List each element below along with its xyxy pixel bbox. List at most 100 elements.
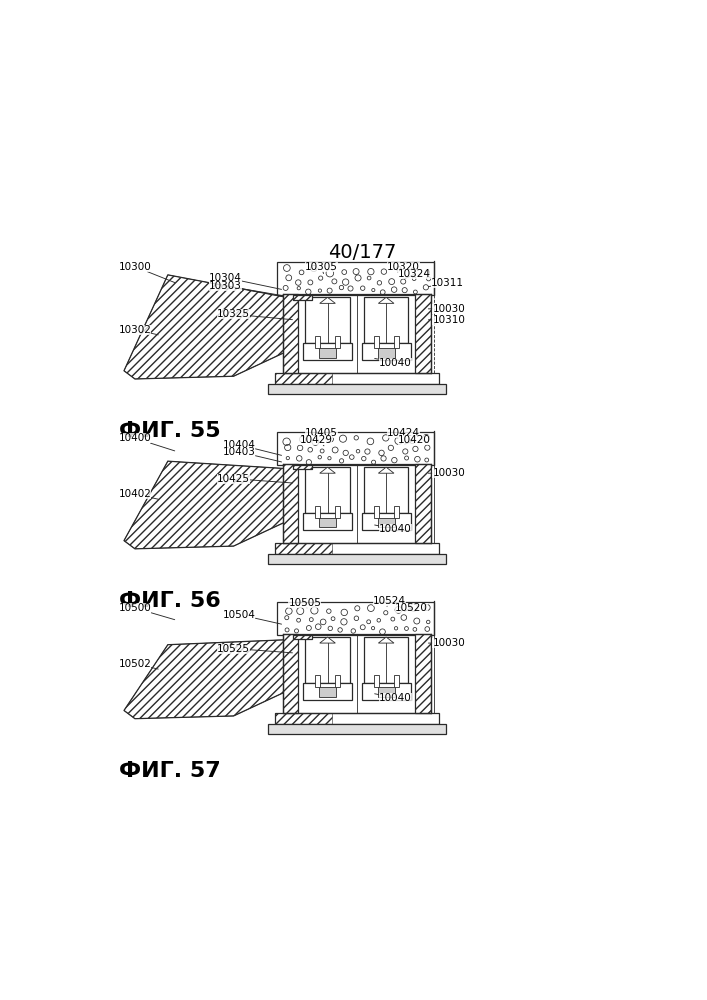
Text: 10524: 10524 [373, 596, 407, 606]
Text: ФИГ. 56: ФИГ. 56 [119, 591, 221, 611]
Polygon shape [293, 465, 312, 469]
Text: 40/177: 40/177 [328, 243, 397, 262]
Text: 10402: 10402 [119, 489, 158, 499]
Bar [361, 343, 411, 360]
Bar [315, 506, 320, 518]
Bar [394, 506, 399, 518]
Text: 10303: 10303 [209, 281, 281, 295]
Text: 10040: 10040 [375, 524, 411, 534]
Bar [305, 297, 350, 343]
Bar [283, 294, 298, 373]
Text: 10030: 10030 [428, 468, 465, 478]
Text: ФИГ. 55: ФИГ. 55 [119, 421, 220, 441]
Polygon shape [320, 297, 335, 303]
Text: 10502: 10502 [119, 659, 158, 669]
Text: 10324: 10324 [398, 269, 431, 279]
Bar [335, 336, 340, 348]
Text: 10030: 10030 [428, 638, 465, 648]
Polygon shape [378, 297, 394, 303]
Text: 10525: 10525 [217, 644, 293, 654]
Bar [364, 467, 409, 513]
Bar [319, 518, 336, 527]
Text: 10030: 10030 [428, 304, 465, 314]
Bar [394, 336, 399, 348]
Text: 10310: 10310 [428, 315, 465, 325]
Text: 10302: 10302 [119, 325, 158, 335]
Bar [416, 634, 431, 713]
Bar [305, 467, 350, 513]
Text: 10429: 10429 [299, 435, 332, 446]
Bar [303, 683, 352, 700]
Bar [374, 506, 379, 518]
Text: 10305: 10305 [305, 262, 338, 274]
Polygon shape [277, 602, 433, 635]
Text: 10500: 10500 [119, 603, 175, 620]
Bar [361, 513, 411, 530]
Polygon shape [293, 295, 312, 300]
Text: 10505: 10505 [288, 598, 321, 608]
Polygon shape [277, 432, 433, 465]
Bar [361, 683, 411, 700]
Bar [274, 373, 439, 384]
Polygon shape [378, 467, 394, 473]
Bar [274, 373, 332, 384]
Text: 10424: 10424 [387, 428, 420, 438]
Polygon shape [124, 275, 298, 379]
Bar [319, 687, 336, 697]
Bar [319, 348, 336, 358]
Bar [268, 724, 445, 734]
Polygon shape [320, 467, 335, 473]
Bar [416, 294, 431, 373]
Bar [315, 675, 320, 687]
Text: 10405: 10405 [305, 428, 338, 439]
Text: 10040: 10040 [375, 693, 411, 703]
Bar [374, 675, 379, 687]
Bar [378, 687, 395, 697]
Text: 10320: 10320 [387, 262, 420, 272]
Text: ФИГ. 57: ФИГ. 57 [119, 761, 221, 781]
Text: 10404: 10404 [223, 440, 281, 455]
Bar [335, 506, 340, 518]
Bar [283, 634, 298, 713]
Polygon shape [124, 461, 298, 549]
Text: 10420: 10420 [398, 435, 431, 445]
Bar [303, 343, 352, 360]
Bar [364, 637, 409, 683]
Bar [378, 348, 395, 358]
Bar [416, 634, 431, 713]
Polygon shape [378, 637, 394, 643]
Bar [274, 543, 439, 554]
Text: 10504: 10504 [223, 610, 281, 624]
Bar [374, 336, 379, 348]
Bar [416, 294, 431, 373]
Bar [274, 713, 439, 724]
Bar [268, 384, 445, 394]
Text: 10425: 10425 [217, 474, 293, 484]
Bar [378, 518, 395, 527]
Polygon shape [320, 637, 335, 643]
Bar [315, 336, 320, 348]
Text: 10403: 10403 [223, 447, 281, 462]
Text: 10325: 10325 [217, 309, 293, 320]
Text: 10304: 10304 [209, 273, 281, 289]
Bar [283, 634, 298, 713]
Polygon shape [293, 635, 312, 639]
Bar [283, 464, 298, 543]
Polygon shape [277, 262, 433, 295]
Bar [303, 513, 352, 530]
Text: 10311: 10311 [428, 278, 464, 288]
Polygon shape [124, 639, 298, 719]
Bar [394, 675, 399, 687]
Bar [283, 464, 298, 543]
Bar [335, 675, 340, 687]
Bar [416, 464, 431, 543]
Bar [268, 554, 445, 564]
Bar [305, 637, 350, 683]
Text: 10040: 10040 [375, 358, 411, 368]
Bar [274, 543, 332, 554]
Text: 10400: 10400 [119, 433, 175, 451]
Text: 10300: 10300 [119, 262, 175, 283]
Bar [283, 294, 298, 373]
Bar [416, 464, 431, 543]
Text: 10520: 10520 [395, 603, 428, 613]
